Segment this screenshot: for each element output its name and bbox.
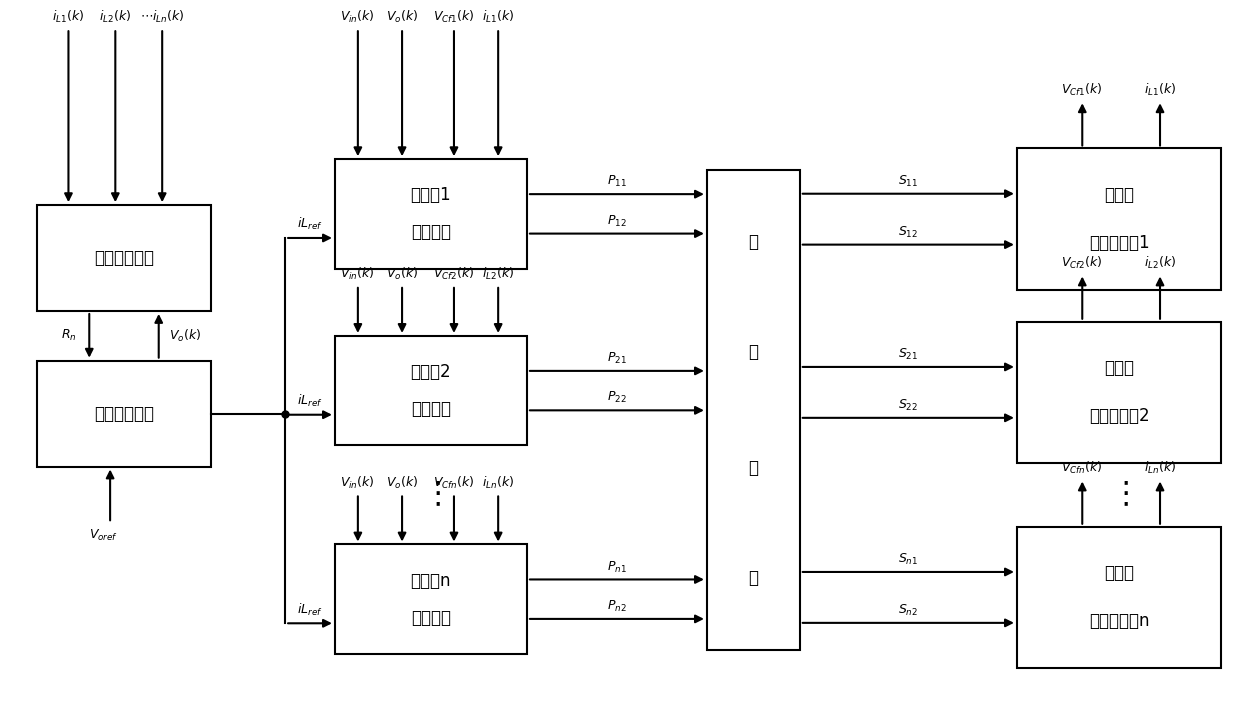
Text: $i_{L2}(k)$: $i_{L2}(k)$ (1145, 255, 1176, 271)
Text: $iL_{ref}$: $iL_{ref}$ (298, 216, 322, 233)
Text: $i_{L1}(k)$: $i_{L1}(k)$ (482, 9, 515, 25)
Text: 降压变换器n: 降压变换器n (1089, 612, 1149, 631)
Text: $P_{21}$: $P_{21}$ (608, 351, 626, 366)
Bar (335, 159, 527, 269)
Text: $\vdots$: $\vdots$ (422, 480, 440, 510)
Text: $V_{Cfn}(k)$: $V_{Cfn}(k)$ (433, 474, 475, 491)
Bar (707, 170, 800, 650)
Text: $V_o(k)$: $V_o(k)$ (386, 9, 418, 25)
Text: $i_{Ln}(k)$: $i_{Ln}(k)$ (482, 474, 515, 491)
Text: $iL_{ref}$: $iL_{ref}$ (298, 602, 322, 618)
Text: $R_n$: $R_n$ (61, 328, 77, 344)
Text: $S_{12}$: $S_{12}$ (898, 225, 919, 240)
Text: $iL_{ref}$: $iL_{ref}$ (298, 393, 322, 409)
Text: $S_{21}$: $S_{21}$ (898, 347, 919, 362)
Bar (335, 336, 527, 445)
Text: $V_{in}(k)$: $V_{in}(k)$ (341, 9, 376, 25)
Text: $i_{Ln}(k)$: $i_{Ln}(k)$ (1145, 460, 1176, 476)
Text: 电流指令计算: 电流指令计算 (94, 404, 154, 423)
Text: 控: 控 (748, 459, 759, 477)
Text: $P_{11}$: $P_{11}$ (608, 174, 626, 189)
Bar (37, 361, 211, 467)
Text: $P_{22}$: $P_{22}$ (608, 390, 626, 405)
Text: $V_o(k)$: $V_o(k)$ (386, 474, 418, 491)
Bar (335, 544, 527, 654)
Text: 三电平: 三电平 (1104, 564, 1135, 583)
Text: 模型预测: 模型预测 (410, 223, 451, 242)
Text: $P_{n1}$: $P_{n1}$ (608, 559, 626, 575)
Text: $S_{n1}$: $S_{n1}$ (898, 552, 919, 567)
Text: $V_{Cf1}(k)$: $V_{Cf1}(k)$ (1061, 81, 1104, 98)
Text: 变换器1: 变换器1 (410, 186, 451, 204)
Bar (1017, 322, 1221, 463)
Text: 降压变换器1: 降压变换器1 (1089, 234, 1149, 252)
Text: $P_{12}$: $P_{12}$ (608, 214, 626, 228)
Text: $i_{L1}(k)$: $i_{L1}(k)$ (1145, 81, 1176, 98)
Text: 制: 制 (748, 569, 759, 588)
Text: $V_o(k)$: $V_o(k)$ (386, 266, 418, 282)
Text: $i_{L2}(k)$: $i_{L2}(k)$ (99, 9, 131, 25)
Text: 模型预测: 模型预测 (410, 400, 451, 419)
Text: 模型预测: 模型预测 (410, 609, 451, 627)
Text: $i_{L1}(k)$: $i_{L1}(k)$ (52, 9, 84, 25)
Text: 变换器2: 变换器2 (410, 363, 451, 381)
Text: 负载电阵辨识: 负载电阵辨识 (94, 249, 154, 267)
Text: 降压变换器2: 降压变换器2 (1089, 407, 1149, 426)
Text: $V_{oref}$: $V_{oref}$ (89, 527, 119, 542)
Text: $i_{L2}(k)$: $i_{L2}(k)$ (482, 266, 515, 282)
Text: $\vdots$: $\vdots$ (1110, 480, 1128, 510)
Text: 交: 交 (748, 233, 759, 251)
Text: $V_{Cf1}(k)$: $V_{Cf1}(k)$ (433, 9, 475, 25)
Text: $V_{Cf2}(k)$: $V_{Cf2}(k)$ (433, 266, 475, 282)
Bar (1017, 527, 1221, 668)
Text: 变换器n: 变换器n (410, 571, 451, 590)
Bar (37, 205, 211, 311)
Text: $V_o(k)$: $V_o(k)$ (169, 328, 201, 344)
Text: $V_{Cf2}(k)$: $V_{Cf2}(k)$ (1061, 255, 1104, 271)
Text: $V_{Cfn}(k)$: $V_{Cfn}(k)$ (1061, 460, 1104, 476)
Text: $V_{in}(k)$: $V_{in}(k)$ (341, 474, 376, 491)
Text: $\cdots i_{Ln}(k)$: $\cdots i_{Ln}(k)$ (140, 9, 185, 25)
Text: 三电平: 三电平 (1104, 186, 1135, 204)
Text: $S_{n2}$: $S_{n2}$ (898, 603, 919, 618)
Text: $S_{11}$: $S_{11}$ (898, 174, 919, 189)
Text: $P_{n2}$: $P_{n2}$ (608, 599, 626, 614)
Bar (1017, 148, 1221, 290)
Text: 三电平: 三电平 (1104, 359, 1135, 378)
Text: $S_{22}$: $S_{22}$ (898, 398, 919, 413)
Text: 错: 错 (748, 344, 759, 361)
Text: $V_{in}(k)$: $V_{in}(k)$ (341, 266, 376, 282)
